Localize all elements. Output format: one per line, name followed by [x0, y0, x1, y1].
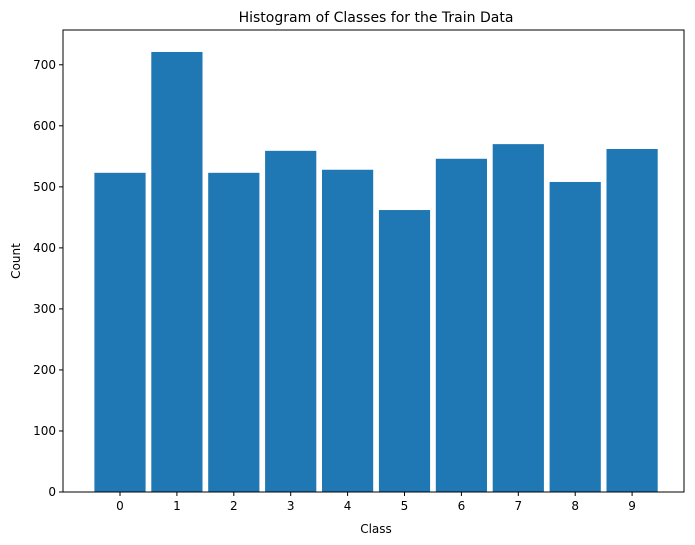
- y-tick-label: 100: [33, 424, 56, 438]
- y-tick-label: 600: [33, 119, 56, 133]
- y-tick-label: 400: [33, 241, 56, 255]
- bar-class-6: [435, 158, 487, 492]
- x-tick-label: 5: [401, 499, 409, 513]
- x-tick-label: 7: [514, 499, 522, 513]
- x-tick-label: 6: [458, 499, 466, 513]
- y-tick-label: 0: [48, 485, 56, 499]
- bar-class-5: [378, 210, 431, 493]
- y-tick-label: 200: [33, 363, 56, 377]
- x-tick-label: 2: [230, 499, 238, 513]
- y-tick-label: 700: [33, 58, 56, 72]
- bar-class-0: [94, 172, 146, 492]
- bar-class-2: [208, 172, 260, 492]
- x-tick-label: 9: [628, 499, 636, 513]
- x-tick-label: 1: [173, 499, 181, 513]
- y-tick-label: 500: [33, 180, 56, 194]
- bar-class-9: [606, 149, 658, 492]
- bar-class-7: [492, 144, 544, 492]
- y-tick-label: 300: [33, 302, 56, 316]
- x-axis-label: Class: [360, 522, 392, 536]
- plot-frame: [62, 29, 685, 493]
- x-tick-label: 4: [344, 499, 352, 513]
- bar-class-4: [322, 169, 374, 492]
- chart-title: Histogram of Classes for the Train Data: [239, 10, 514, 26]
- bar-class-1: [151, 51, 203, 492]
- bars-group: [94, 51, 658, 493]
- x-tick-label: 3: [287, 499, 295, 513]
- x-tick-label: 0: [116, 499, 124, 513]
- y-axis-label: Count: [9, 243, 23, 279]
- x-tick-label: 8: [571, 499, 579, 513]
- bar-class-8: [549, 181, 601, 492]
- bar-class-3: [265, 150, 317, 492]
- axes-group: 0 1 2 3 4 5 6 7 8 9 0 100 200 300 400 500 600 700: [33, 58, 636, 513]
